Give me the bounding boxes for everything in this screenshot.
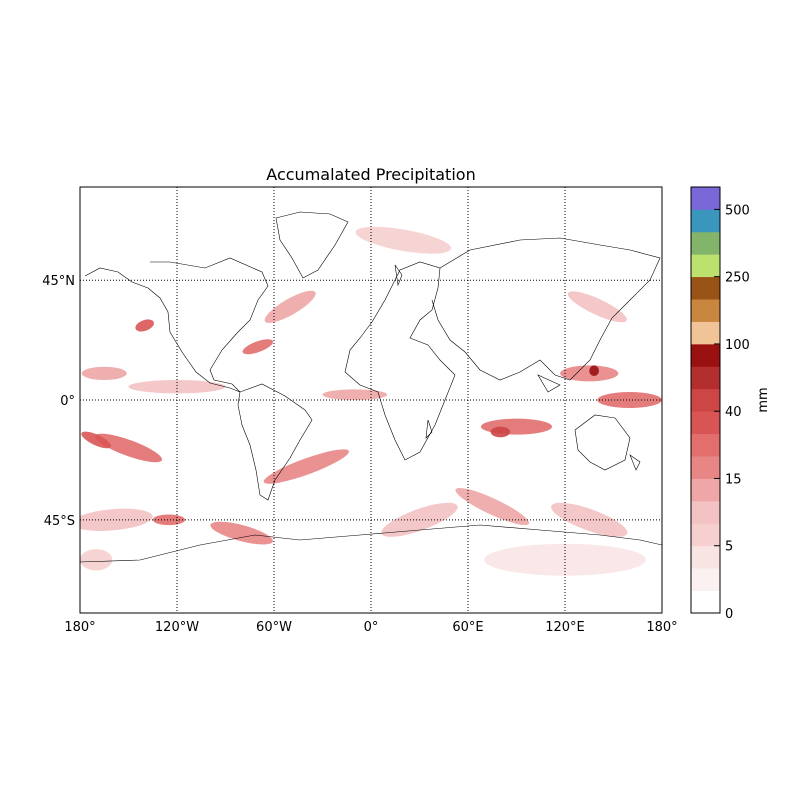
colorbar-ticks: 0 5 15 40 100 250 500 (714, 203, 750, 622)
precip-region-2 (81, 431, 111, 449)
colorbar-swatch-10 (691, 366, 720, 390)
colorbar-tick-label-3: 40 (725, 405, 742, 420)
precip-region-11 (322, 389, 388, 400)
colorbar-swatch-5 (691, 478, 720, 502)
coastline-asia (431, 237, 661, 381)
colorbar-swatch-16 (691, 231, 720, 255)
precip-region-0 (81, 366, 127, 381)
longitude-label-3: 0° (364, 620, 379, 635)
latitude-labels: 45°N 0° 45°S (42, 274, 75, 529)
coastline-south-america (237, 383, 313, 501)
colorbar-swatch-17 (691, 209, 720, 233)
precip-region-18 (589, 365, 599, 377)
precip-region-8 (264, 290, 316, 323)
colorbar-tick-label-1: 5 (725, 540, 733, 555)
latitude-label-2: 45°S (44, 514, 75, 529)
colorbar-swatch-0 (691, 590, 720, 614)
latitude-label-0: 45°N (42, 274, 75, 289)
coastline-greenland (275, 211, 349, 279)
precip-region-6 (152, 514, 186, 526)
colorbar-swatch-15 (691, 254, 720, 278)
longitude-label-5: 120°E (545, 620, 585, 635)
precip-region-20 (567, 291, 627, 323)
precip-region-12 (355, 226, 452, 254)
precip-region-1 (94, 433, 163, 463)
colorbar-tick-label-6: 500 (725, 203, 750, 218)
precip-region-17 (560, 365, 619, 382)
colorbar-swatch-8 (691, 411, 720, 435)
map-panel (79, 186, 663, 614)
coastline-europe-africa (344, 261, 456, 461)
map-frame (79, 186, 663, 614)
colorbar-swatch-18 (691, 187, 720, 210)
coastline-north-america (84, 257, 269, 393)
colorbar-tick-label-5: 250 (725, 271, 750, 286)
colorbar-swatch-3 (691, 523, 720, 547)
colorbar-swatch-4 (691, 500, 720, 524)
precip-region-3 (135, 319, 154, 332)
precip-region-5 (80, 508, 153, 531)
colorbar-swatch-9 (691, 388, 720, 412)
precip-region-9 (242, 339, 274, 355)
colorbar-tick-label-4: 100 (725, 338, 750, 353)
colorbar-units: mm (756, 387, 771, 412)
longitude-labels: 180° 120°W 60°W 0° 60°E 120°E 180° (64, 620, 677, 635)
graticule (80, 187, 662, 613)
colorbar-swatch-14 (691, 276, 720, 300)
colorbar-swatch-2 (691, 545, 720, 569)
colorbar-swatch-7 (691, 433, 720, 457)
coastline-islands (394, 264, 641, 471)
colorbar-swatch-13 (691, 299, 720, 322)
colorbar-swatch-11 (691, 343, 720, 367)
precip-region-22 (80, 549, 113, 571)
latitude-label-1: 0° (60, 394, 75, 409)
colorbar-swatch-1 (691, 568, 720, 591)
colorbar-swatch-6 (691, 456, 720, 479)
map-title: Accumalated Precipitation (266, 165, 475, 184)
longitude-label-4: 60°E (452, 620, 483, 635)
coastlines (80, 211, 662, 563)
precip-region-4 (128, 380, 226, 394)
colorbar-swatches (691, 187, 720, 614)
coastline-australia (574, 414, 631, 471)
precip-region-21 (551, 502, 628, 537)
precip-region-10 (263, 449, 349, 484)
precip-region-16 (490, 426, 511, 438)
colorbar-swatch-12 (691, 321, 720, 345)
longitude-label-6: 180° (646, 620, 677, 635)
precip-region-7 (210, 521, 273, 545)
colorbar: 0 5 15 40 100 250 500 mm (690, 186, 771, 622)
longitude-label-0: 180° (64, 620, 95, 635)
colorbar-frame (690, 186, 721, 614)
precip-region-14 (455, 487, 530, 526)
longitude-label-1: 120°W (155, 620, 199, 635)
longitude-label-2: 60°W (256, 620, 292, 635)
colorbar-tick-label-0: 0 (725, 607, 733, 622)
colorbar-tick-label-2: 15 (725, 472, 742, 487)
coastline-antarctica (80, 524, 662, 563)
